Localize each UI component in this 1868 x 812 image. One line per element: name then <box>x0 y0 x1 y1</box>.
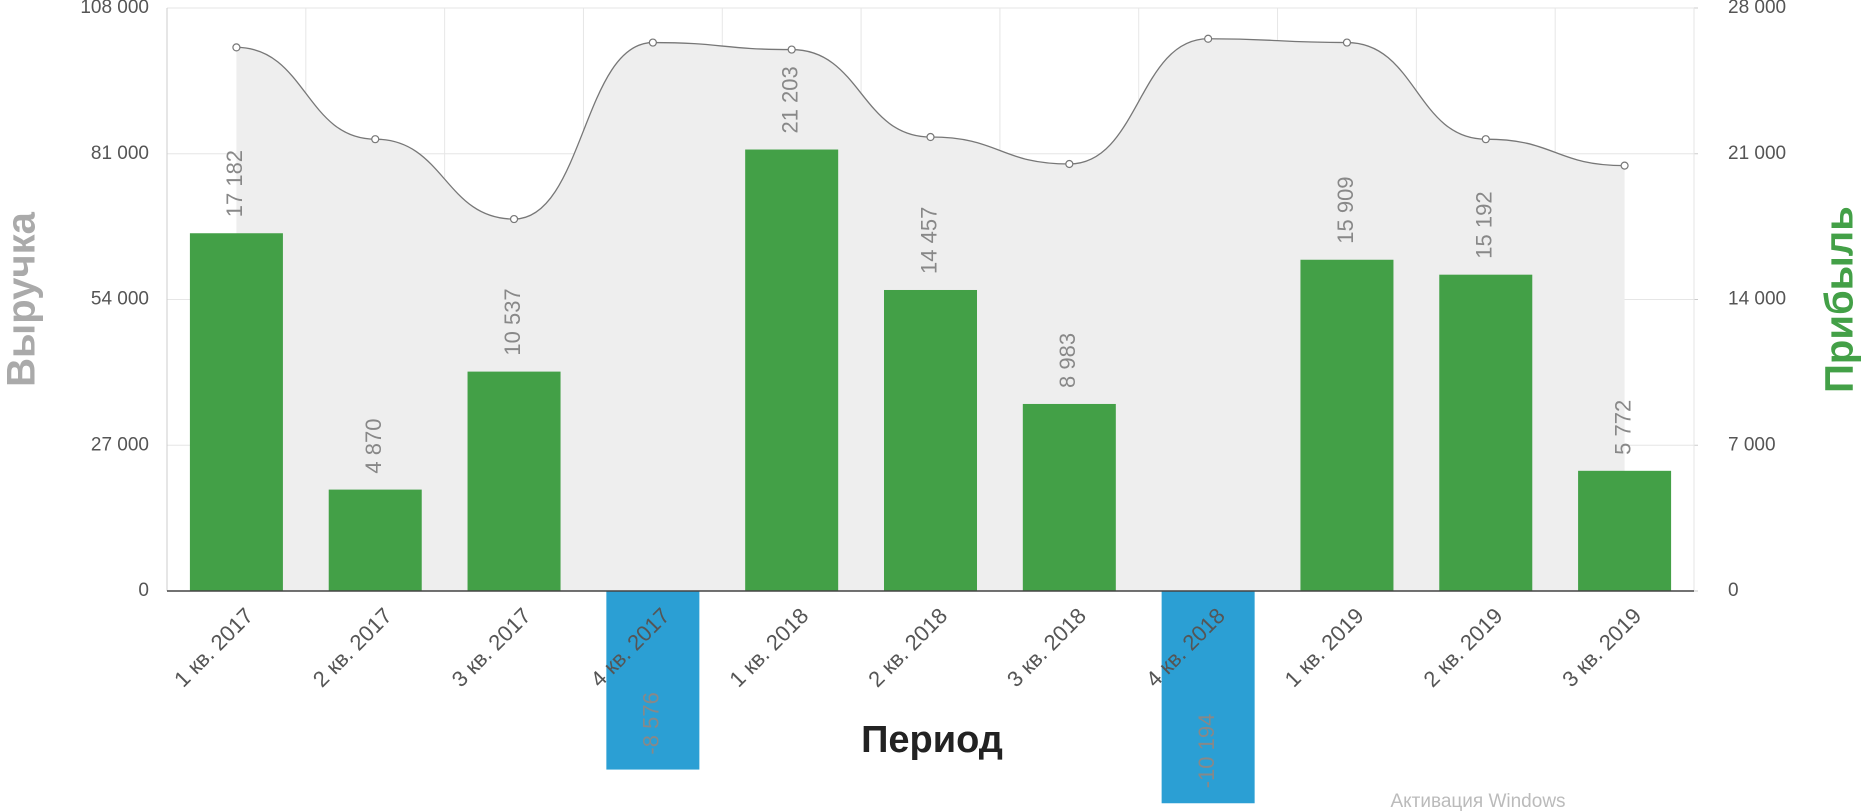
data-label: 5 772 <box>1610 400 1635 455</box>
bar <box>467 371 561 591</box>
y-tick-label: 27 000 <box>91 434 149 455</box>
data-label: 10 537 <box>500 288 525 355</box>
x-tick-label: 3 кв. 2019 <box>1557 603 1646 692</box>
bar <box>328 489 422 591</box>
data-label: -10 194 <box>1194 714 1219 789</box>
y-tick-label: 81 000 <box>91 143 149 164</box>
y-tick-label: 0 <box>138 580 149 601</box>
data-label: 17 182 <box>222 150 247 217</box>
data-label: -8 576 <box>639 692 664 754</box>
x-tick-label: 1 кв. 2019 <box>1280 603 1369 692</box>
watermark: Активация Windows <box>1390 791 1565 812</box>
point <box>371 135 380 144</box>
line <box>236 38 1625 220</box>
data-label: 4 870 <box>361 419 386 474</box>
data-label: 15 192 <box>1472 191 1497 258</box>
y2-tick-label: 28 000 <box>1728 0 1786 18</box>
x-tick-label: 1 кв. 2017 <box>169 603 258 692</box>
y-tick-label: 54 000 <box>91 289 149 310</box>
y2-axis-title: Прибыль <box>1818 206 1862 393</box>
bar <box>189 233 283 591</box>
x-axis-title: Период <box>861 719 1003 761</box>
x-tick-label: 1 кв. 2018 <box>724 603 813 692</box>
bar <box>606 591 700 770</box>
point <box>787 45 796 54</box>
bar <box>1578 470 1672 591</box>
point <box>1204 34 1213 43</box>
y2-tick-label: 14 000 <box>1728 289 1786 310</box>
y-axis-title: Выручка <box>0 211 44 386</box>
point <box>509 214 519 224</box>
data-label: 15 909 <box>1333 176 1358 243</box>
data-label: 8 983 <box>1055 333 1080 388</box>
data-label: 21 203 <box>777 66 802 133</box>
bar <box>1161 591 1255 804</box>
x-tick-label: 2 кв. 2019 <box>1418 603 1507 692</box>
y-tick-label: 108 000 <box>80 0 149 18</box>
point <box>1481 135 1490 144</box>
x-tick-label: 2 кв. 2017 <box>308 603 397 692</box>
y2-tick-label: 21 000 <box>1728 143 1786 164</box>
point <box>1065 159 1074 169</box>
x-tick-label: 3 кв. 2018 <box>1002 603 1091 692</box>
y2-tick-label: 0 <box>1728 580 1739 601</box>
point <box>1620 161 1629 170</box>
x-tick-label: 2 кв. 2018 <box>863 603 952 692</box>
bar <box>1300 259 1394 591</box>
bar <box>745 149 839 591</box>
bar <box>1439 274 1533 591</box>
point <box>648 38 657 47</box>
x-tick-label: 3 кв. 2017 <box>447 603 536 692</box>
point <box>232 43 241 52</box>
point <box>926 132 935 142</box>
bar <box>883 289 978 591</box>
bar <box>1022 403 1116 591</box>
data-label: 14 457 <box>916 207 941 274</box>
y2-tick-label: 7 000 <box>1728 434 1776 455</box>
point <box>1342 38 1352 47</box>
